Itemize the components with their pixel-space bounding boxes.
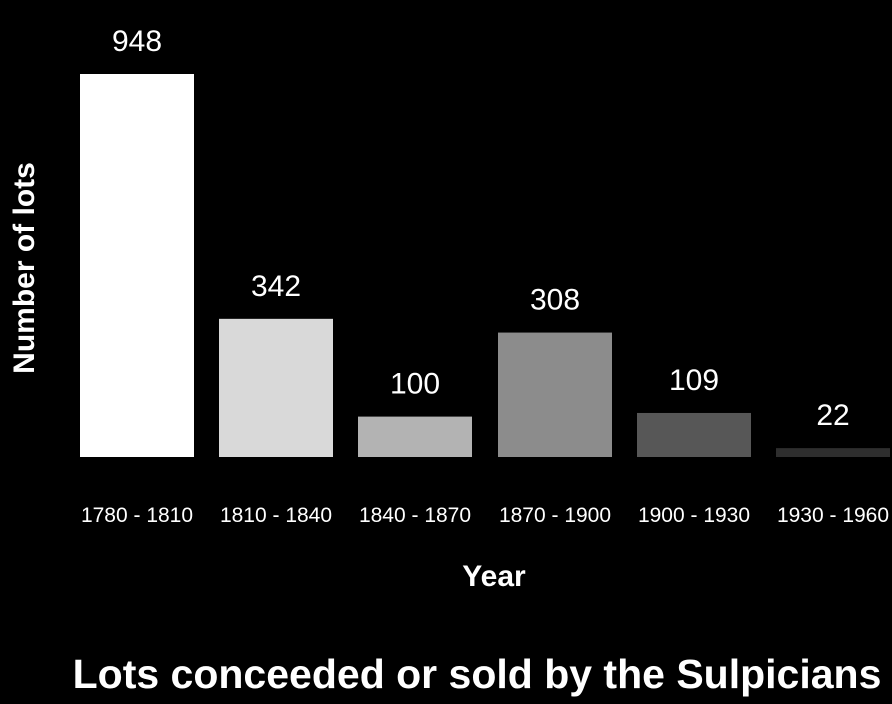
bar-2 bbox=[219, 318, 333, 457]
value-label-3: 100 bbox=[390, 368, 440, 401]
value-label-5: 109 bbox=[669, 364, 719, 397]
bar-1 bbox=[80, 74, 194, 457]
x-tick-labels-group: 1780 - 1810 1810 - 1840 1840 - 1870 1870 - … bbox=[81, 504, 889, 527]
bars-group bbox=[80, 74, 890, 457]
value-label-1: 948 bbox=[112, 25, 162, 58]
x-tick-label-3: 1840 - 1870 bbox=[359, 504, 471, 527]
value-label-2: 342 bbox=[251, 270, 301, 303]
y-axis-title: Number of lots bbox=[8, 162, 41, 374]
bar-6 bbox=[776, 448, 890, 457]
chart-title: Lots conceeded or sold by the Sulpicians bbox=[73, 651, 882, 697]
x-tick-label-5: 1900 - 1930 bbox=[638, 504, 750, 527]
x-tick-label-6: 1930 - 1960 bbox=[777, 504, 889, 527]
x-tick-label-1: 1780 - 1810 bbox=[81, 504, 193, 527]
bar-4 bbox=[498, 332, 612, 457]
x-axis-title: Year bbox=[462, 560, 526, 593]
x-tick-label-4: 1870 - 1900 bbox=[499, 504, 611, 527]
bar-3 bbox=[358, 416, 472, 457]
value-label-6: 22 bbox=[816, 399, 849, 432]
bar-5 bbox=[637, 412, 751, 457]
x-tick-label-2: 1810 - 1840 bbox=[220, 504, 332, 527]
value-labels-group: 948 342 100 308 109 22 bbox=[112, 25, 850, 432]
value-label-4: 308 bbox=[530, 284, 580, 317]
